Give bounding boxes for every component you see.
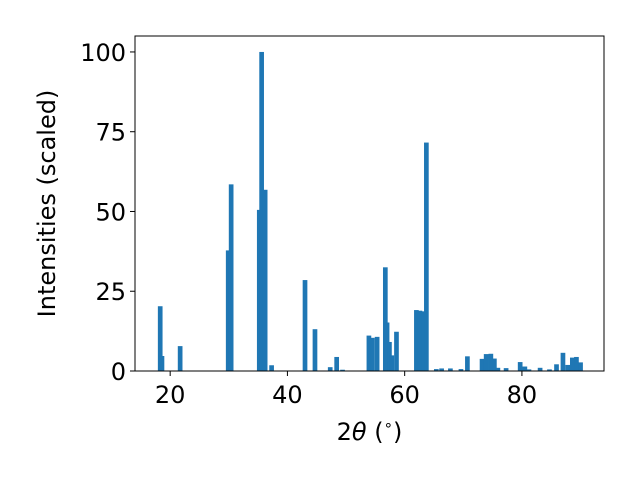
bar (526, 369, 532, 371)
x-axis-ticks: 20 40 60 80 (155, 371, 537, 409)
bar (327, 367, 333, 371)
x-tick-label: 20 (155, 381, 186, 409)
bar (465, 356, 470, 371)
bar (374, 336, 380, 371)
bar (366, 335, 372, 371)
bar (537, 367, 543, 371)
bar (370, 337, 375, 371)
bar (389, 355, 395, 371)
bar (302, 280, 308, 371)
bar (488, 353, 494, 371)
bar (269, 365, 274, 371)
bar (578, 362, 583, 371)
x-tick-label: 60 (389, 381, 420, 409)
bar (177, 346, 183, 371)
plot-frame (134, 35, 605, 372)
x-axis-label: 2θ (∘) (337, 416, 403, 446)
x-axis-label-close: ) (393, 418, 402, 446)
bar (417, 310, 423, 371)
x-axis-label-prefix: 2 (337, 418, 352, 446)
bar (495, 367, 501, 371)
bar (225, 250, 231, 371)
bar (574, 356, 579, 371)
y-tick-label: 25 (95, 278, 126, 306)
bar (439, 368, 444, 371)
bar (547, 369, 552, 371)
bar (159, 356, 165, 371)
y-tick-label: 0 (111, 358, 126, 386)
bar (569, 357, 575, 371)
y-tick-label: 75 (95, 119, 126, 147)
bar (517, 362, 523, 371)
bar (448, 368, 453, 371)
y-axis-label: Intensities (scaled) (33, 90, 61, 318)
bar (503, 368, 509, 371)
bar-series (157, 51, 583, 371)
bar (522, 366, 528, 371)
bar (565, 364, 570, 371)
bar (424, 142, 429, 371)
bar (228, 184, 234, 371)
bar (560, 352, 566, 371)
y-tick-label: 100 (80, 39, 126, 67)
bar (334, 356, 340, 371)
bar (421, 311, 426, 371)
bar (262, 189, 268, 371)
x-axis-label-theta: θ (352, 418, 367, 446)
bar (382, 267, 388, 371)
x-tick-label: 40 (272, 381, 303, 409)
bar (433, 369, 439, 371)
bar (458, 369, 464, 371)
bar (483, 354, 489, 371)
bar (340, 369, 345, 371)
y-axis-ticks: 0 25 50 75 100 (80, 39, 135, 386)
bar (554, 364, 559, 371)
bar (312, 329, 318, 371)
x-axis-label-open: ( (367, 418, 384, 446)
bar (157, 306, 163, 371)
bar (394, 331, 399, 371)
x-axis-label-degree: ∘ (384, 416, 393, 434)
bar (259, 51, 264, 371)
bar (414, 310, 419, 371)
bar (492, 358, 497, 371)
y-tick-label: 50 (95, 198, 126, 226)
bar (479, 358, 485, 371)
x-tick-label: 80 (507, 381, 538, 409)
